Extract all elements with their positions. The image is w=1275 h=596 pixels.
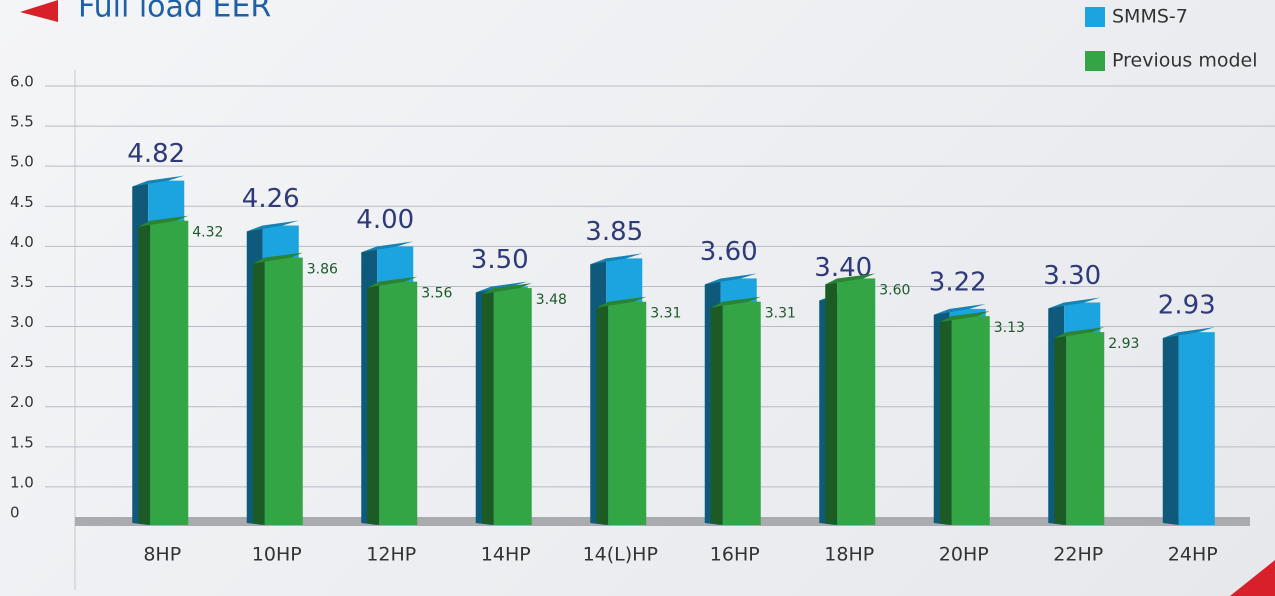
bar: [710, 296, 761, 525]
bar-front: [1066, 332, 1105, 525]
bar-top: [138, 215, 189, 227]
bar-front: [608, 301, 647, 525]
bar-top: [939, 311, 990, 323]
bar: [481, 283, 532, 525]
x-tick-label: 22HP: [1053, 544, 1103, 566]
data-label: 3.48: [536, 292, 567, 308]
data-label: 4.26: [242, 184, 300, 214]
bar-side: [367, 281, 380, 525]
bar-front: [493, 288, 532, 525]
y-tick-label: 3.5: [10, 273, 34, 291]
legend-swatch: [1085, 7, 1105, 27]
data-label: 4.82: [127, 139, 185, 169]
bar-side: [481, 288, 494, 525]
bar-top: [252, 252, 303, 264]
bar: [1054, 327, 1105, 525]
data-label: 3.86: [307, 262, 338, 278]
bar-top: [704, 273, 757, 285]
bar-top: [1054, 327, 1105, 339]
bar-side: [1162, 332, 1179, 525]
y-tick-label: 3.0: [10, 313, 34, 331]
x-tick-label: 16HP: [710, 544, 760, 566]
data-label: 3.50: [471, 245, 529, 275]
y-tick-label: 6.0: [10, 73, 34, 91]
bar-top: [825, 273, 876, 285]
data-label: 3.31: [650, 306, 681, 322]
bar-top: [1048, 297, 1101, 309]
y-tick-label: 5.0: [10, 153, 34, 171]
x-tick-label: 18HP: [824, 544, 874, 566]
bar: [1162, 327, 1215, 525]
bar: [596, 296, 647, 525]
corner-marker: [1230, 560, 1275, 596]
bar: [252, 252, 303, 525]
data-label: 3.85: [585, 217, 643, 247]
bar-front: [150, 220, 189, 525]
data-label: 4.32: [192, 225, 223, 241]
title-marker: [20, 0, 58, 22]
bar-front: [264, 257, 303, 525]
data-label: 3.30: [1043, 261, 1101, 291]
bar-top: [933, 303, 986, 315]
bar-side: [596, 301, 609, 525]
x-tick-label: 8HP: [143, 544, 181, 566]
x-tick-label: 14(L)HP: [583, 544, 658, 566]
legend-label: SMMS-7: [1112, 6, 1188, 28]
data-label: 2.93: [1158, 291, 1216, 321]
bar-top: [246, 220, 299, 232]
legend-label: Previous model: [1112, 50, 1258, 72]
y-tick-label: 4.0: [10, 233, 34, 251]
y-tick-label: 4.5: [10, 193, 34, 211]
bar-front: [722, 301, 761, 525]
bar-front: [379, 281, 418, 525]
bar-side: [252, 257, 265, 525]
data-label: 3.56: [421, 286, 452, 302]
data-label: 2.93: [1108, 336, 1139, 352]
data-label: 3.60: [879, 282, 910, 298]
data-label: 4.00: [356, 205, 414, 235]
y-tick-label: 0: [10, 504, 20, 522]
bar-front: [837, 278, 876, 525]
x-tick-label: 24HP: [1168, 544, 1218, 566]
bar-top: [1162, 327, 1215, 339]
y-tick-label: 5.5: [10, 113, 34, 131]
y-tick-label: 1.0: [10, 473, 34, 491]
floor: [75, 517, 1250, 526]
y-tick-label: 2.5: [10, 353, 34, 371]
bar-side: [825, 278, 838, 525]
x-tick-label: 10HP: [252, 544, 302, 566]
bar-side: [939, 316, 952, 525]
x-tick-label: 14HP: [481, 544, 531, 566]
bar-top: [481, 283, 532, 295]
data-label: 3.13: [994, 320, 1025, 336]
x-tick-label: 12HP: [366, 544, 416, 566]
bar-side: [1054, 332, 1067, 525]
bar-top: [361, 241, 414, 253]
bar-front: [951, 316, 990, 525]
x-tick-label: 20HP: [939, 544, 989, 566]
bar-top: [475, 281, 528, 293]
bar-top: [710, 296, 761, 308]
bar: [939, 311, 990, 525]
data-label: 3.22: [929, 267, 987, 297]
legend-swatch: [1085, 51, 1105, 71]
bar-side: [138, 220, 151, 525]
bar: [138, 215, 189, 525]
bar-top: [367, 276, 418, 288]
data-label: 3.31: [765, 306, 796, 322]
y-tick-label: 2.0: [10, 393, 34, 411]
bar-side: [710, 301, 723, 525]
y-tick-label: 1.5: [10, 433, 34, 451]
bar-top: [590, 253, 643, 265]
bar: [825, 273, 876, 525]
bar-top: [596, 296, 647, 308]
bar: [367, 276, 418, 525]
bar-top: [132, 175, 185, 187]
data-label: 3.60: [700, 237, 758, 267]
bar-front: [1178, 332, 1215, 525]
chart-title: Full load EER: [78, 0, 271, 25]
